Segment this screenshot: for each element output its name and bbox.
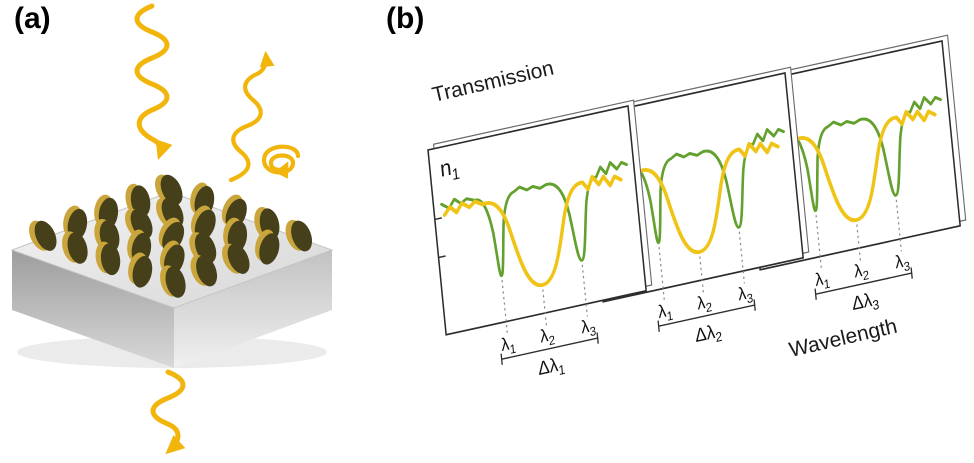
lambda3-label: λ3 <box>737 281 754 308</box>
transmitted-wave-arrow <box>150 369 186 455</box>
polarization-loop-icon <box>261 144 301 179</box>
substrate-left-face <box>12 250 174 368</box>
delta-lambda-label: Δλ3 <box>851 287 880 318</box>
lambda2-label: λ2 <box>853 258 870 285</box>
delta-lambda-label: Δλ2 <box>694 319 723 350</box>
refractive-index-label: n1 <box>439 153 461 187</box>
lambda3-label: λ3 <box>894 249 911 276</box>
panel-sheet <box>427 104 647 336</box>
panel-a-letter: (a) <box>14 2 51 35</box>
lambda1-label: λ1 <box>814 266 831 293</box>
reflected-wave-arrow <box>228 50 275 183</box>
delta-lambda-label: Δλ1 <box>537 352 566 383</box>
panel-b-letter: (b) <box>386 2 425 35</box>
lambda2-label: λ2 <box>696 290 713 317</box>
delta-lambda-bracket <box>814 267 913 300</box>
spectra-panel-n1: n1 λ1 λ2 λ3 Δλ1 <box>427 99 653 383</box>
metasurface-illustration <box>10 3 334 455</box>
delta-lambda-bracket <box>657 299 756 332</box>
incident-wave-arrow <box>134 3 173 160</box>
x-axis-label: Wavelength <box>787 315 899 362</box>
lambda1-label: λ1 <box>657 298 674 325</box>
lambda1-label: λ1 <box>500 331 517 358</box>
lambda3-label: λ3 <box>580 314 597 341</box>
lambda2-label: λ2 <box>539 323 556 350</box>
substrate-right-face <box>174 250 332 368</box>
y-axis-ticks <box>434 217 446 259</box>
delta-lambda-bracket <box>500 332 599 365</box>
y-axis-label: Transmission <box>430 57 556 107</box>
